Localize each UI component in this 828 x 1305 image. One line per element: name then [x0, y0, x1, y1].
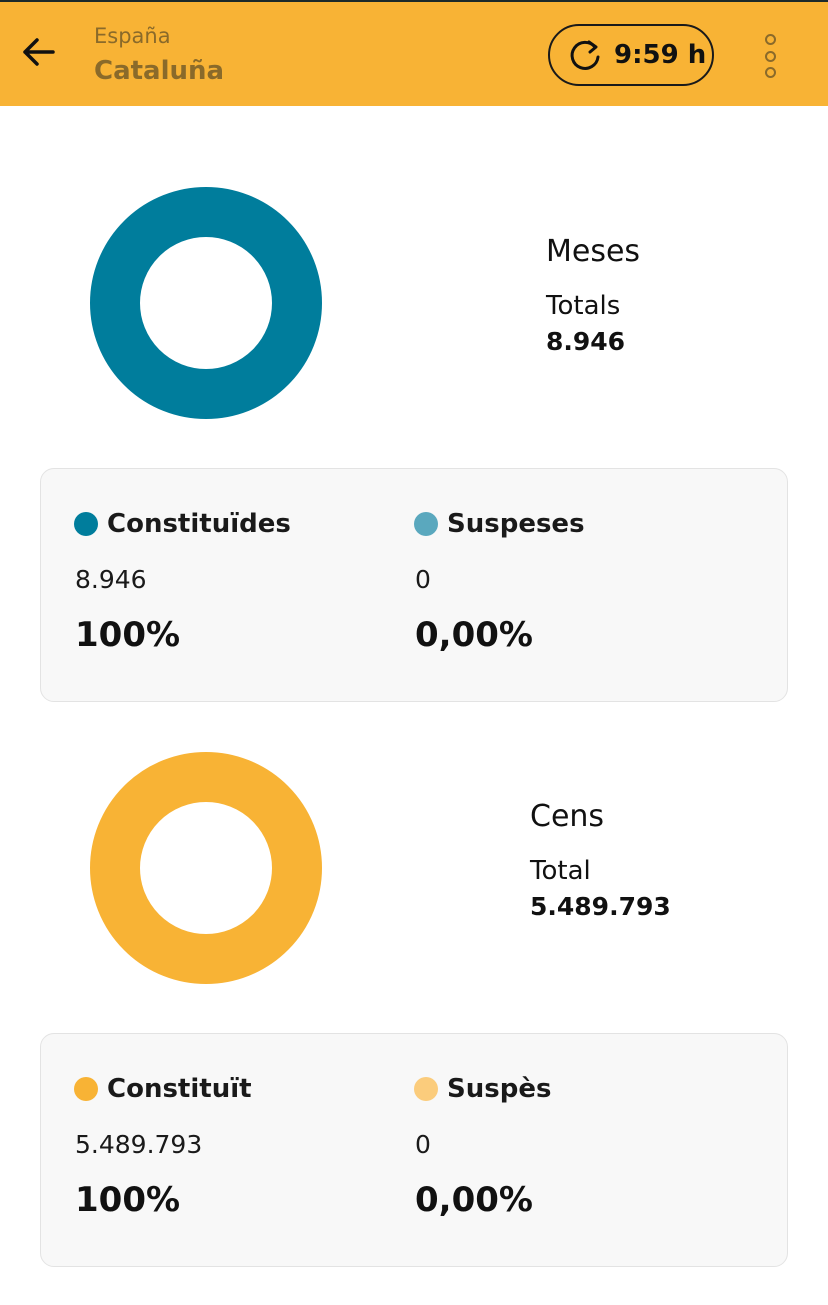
cens-constituted-percent: 100%	[75, 1180, 181, 1220]
cens-suspended-legend: Suspès	[414, 1074, 551, 1104]
more-options-button[interactable]	[752, 30, 788, 82]
more-vert-icon	[764, 34, 776, 45]
meses-constituted-legend: Constituïdes	[74, 509, 291, 539]
meses-donut-chart	[90, 187, 322, 419]
cens-total-label: Total	[530, 856, 591, 886]
cens-total-value: 5.489.793	[530, 892, 671, 921]
more-vert-dot	[764, 50, 776, 62]
meses-suspended-count: 0	[415, 565, 431, 594]
refresh-icon	[570, 40, 600, 70]
legend-dot-icon	[414, 512, 438, 536]
cens-suspended-label: Suspès	[447, 1074, 552, 1104]
meses-title: Meses	[546, 234, 641, 269]
breadcrumb-parent: España	[94, 24, 171, 48]
page-title: Cataluña	[94, 56, 225, 86]
meses-summary: Meses Totals 8.946	[546, 234, 640, 356]
status-line	[0, 0, 828, 2]
meses-suspended-legend: Suspeses	[414, 509, 585, 539]
meses-suspended-percent: 0,00%	[415, 615, 533, 655]
cens-donut-chart	[90, 752, 322, 984]
cens-breakdown-card: Constituït 5.489.793 100% Suspès 0 0,00%	[40, 1033, 788, 1267]
legend-dot-icon	[74, 512, 98, 536]
cens-title: Cens	[530, 799, 605, 834]
cens-donut-constituted-ring	[90, 752, 322, 984]
cens-suspended-count: 0	[415, 1130, 431, 1159]
meses-breakdown-card: Constituïdes 8.946 100% Suspeses 0 0,00%	[40, 468, 788, 702]
refresh-button[interactable]: 9:59 h	[548, 24, 714, 86]
cens-summary: Cens Total 5.489.793	[530, 799, 671, 921]
arrow-left-icon	[23, 38, 55, 66]
meses-total-value: 8.946	[546, 327, 626, 356]
app-bar: España Cataluña 9:59 h	[0, 2, 828, 106]
cens-constituted-legend: Constituït	[74, 1074, 252, 1104]
meses-constituted-label: Constituïdes	[107, 509, 291, 539]
legend-dot-icon	[74, 1077, 98, 1101]
more-vert-dot	[764, 67, 776, 78]
meses-donut-constituted-ring	[90, 187, 322, 419]
cens-suspended-percent: 0,00%	[415, 1180, 533, 1220]
back-button[interactable]	[18, 32, 58, 72]
meses-suspended-label: Suspeses	[447, 509, 585, 539]
meses-constituted-count: 8.946	[75, 565, 147, 594]
legend-dot-icon	[414, 1077, 438, 1101]
meses-constituted-percent: 100%	[75, 615, 181, 655]
cens-constituted-label: Constituït	[107, 1074, 252, 1104]
cens-constituted-count: 5.489.793	[75, 1130, 203, 1159]
meses-total-label: Totals	[546, 291, 621, 321]
last-update-time: 9:59 h	[614, 40, 707, 70]
